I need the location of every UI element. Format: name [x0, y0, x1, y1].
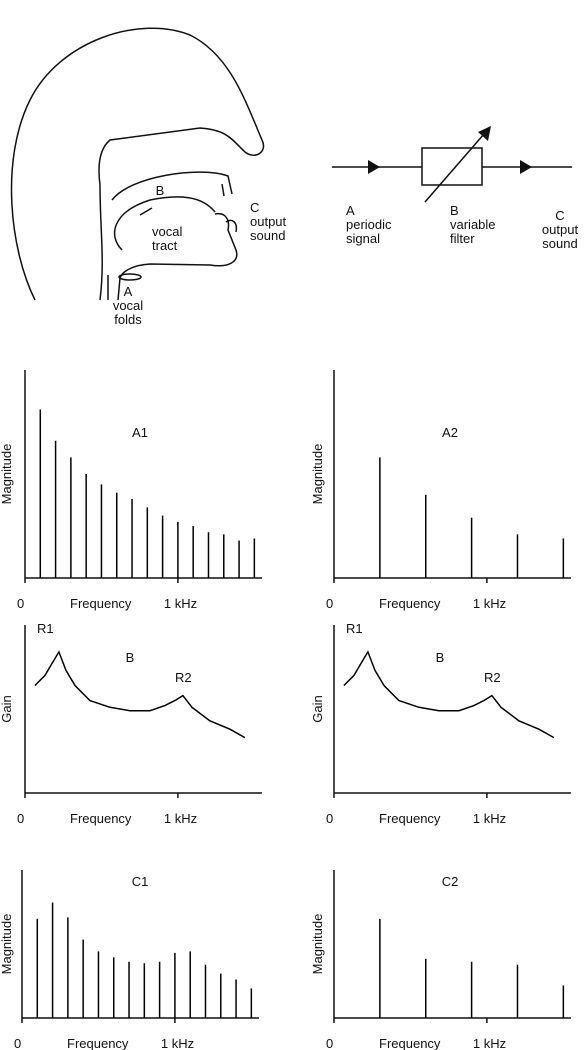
y-axis-label: Gain	[0, 695, 14, 722]
chart-title: C2	[442, 874, 459, 889]
annotation: R2	[175, 670, 192, 685]
label-line: variable	[450, 217, 496, 232]
label: vocal tract	[152, 224, 182, 253]
label-line: A	[124, 284, 133, 299]
x-tick-label: 1 kHz	[473, 811, 506, 826]
lip	[225, 219, 238, 233]
vocal-folds	[118, 273, 142, 281]
annotation: R1	[37, 621, 54, 636]
chart-title: A2	[442, 425, 458, 440]
x-tick-label: 1 kHz	[473, 596, 506, 611]
x-tick-label: 0	[326, 1036, 333, 1050]
gain-curve	[34, 650, 246, 739]
x-tick-label: 1 kHz	[161, 1036, 194, 1050]
x-axis-label: Frequency	[379, 811, 441, 826]
label-line: C	[250, 200, 259, 215]
x-tick-label: 1 kHz	[473, 1036, 506, 1050]
x-tick-label: 0	[17, 596, 24, 611]
x-axis-label: Frequency	[379, 1036, 441, 1050]
label-line: C	[555, 208, 564, 223]
label-line: filter	[450, 231, 475, 246]
label-line: periodic	[346, 217, 392, 232]
chart-title: B	[436, 650, 445, 665]
arrowhead	[478, 126, 491, 141]
label-line: folds	[114, 312, 142, 327]
label-line: vocal	[113, 298, 143, 313]
label-line: B	[156, 183, 165, 198]
filter-box	[421, 147, 483, 186]
x-tick-label: 1 kHz	[164, 811, 197, 826]
y-axis-label: Magnitude	[0, 914, 14, 975]
variable-arrow	[424, 133, 485, 203]
jaw	[107, 212, 238, 301]
chart-title: B	[126, 650, 135, 665]
x-axis-label: Frequency	[70, 596, 132, 611]
y-axis-label: Magnitude	[310, 444, 325, 505]
x-axis-label: Frequency	[67, 1036, 129, 1050]
x-tick-label: 0	[326, 596, 333, 611]
x-tick-label: 0	[17, 811, 24, 826]
pointer	[139, 207, 153, 216]
label-line: vocal	[152, 224, 182, 239]
label-line: signal	[346, 231, 380, 246]
y-axis-label: Gain	[310, 695, 325, 722]
x-tick-label: 1 kHz	[164, 596, 197, 611]
y-axis-label: Magnitude	[310, 914, 325, 975]
label-line: B	[450, 203, 459, 218]
label-line: output	[250, 214, 287, 229]
label-line: A	[346, 203, 355, 218]
x-axis-label: Frequency	[70, 811, 132, 826]
arrowhead	[520, 160, 532, 174]
x-tick-label: 0	[326, 811, 333, 826]
label-line: output	[542, 222, 579, 237]
annotation: R1	[346, 621, 363, 636]
label: B	[156, 183, 165, 198]
arrowhead	[368, 160, 380, 174]
annotation: R2	[484, 670, 501, 685]
x-axis-label: Frequency	[379, 596, 441, 611]
head-outline	[10, 27, 265, 301]
head-drawing	[10, 27, 265, 301]
label-line: tract	[152, 238, 178, 253]
gain-curve	[343, 650, 555, 739]
chart-title: C1	[132, 874, 149, 889]
y-axis-label: Magnitude	[0, 444, 14, 505]
label-line: sound	[542, 236, 577, 251]
palate	[111, 171, 233, 201]
chart-title: A1	[132, 425, 148, 440]
label-line: sound	[250, 228, 285, 243]
x-tick-label: 0	[14, 1036, 21, 1050]
tongue	[113, 196, 216, 251]
block-diagram	[332, 126, 572, 203]
